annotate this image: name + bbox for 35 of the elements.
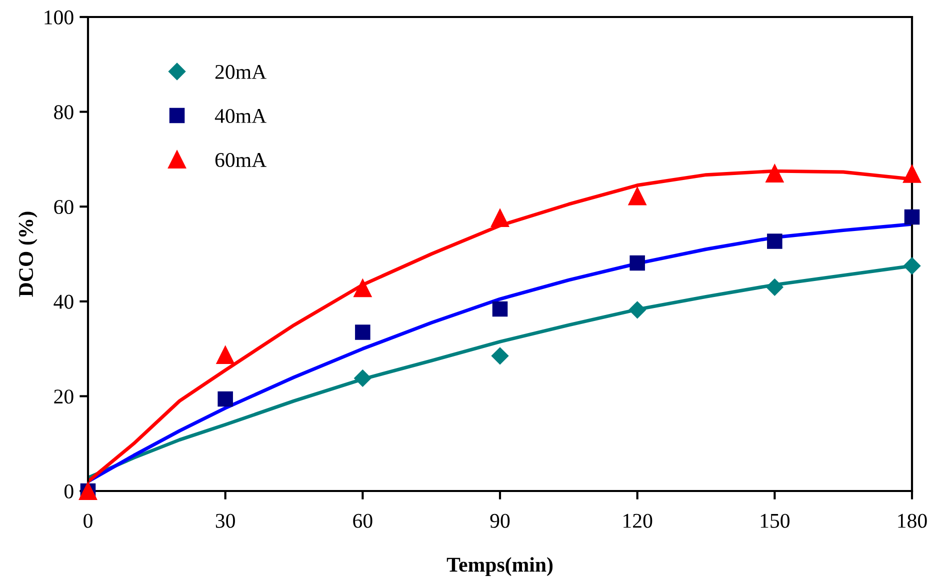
x-tick-label: 120 [624,514,652,528]
x-tick-label: 150 [760,514,790,528]
point [490,208,510,228]
point [491,347,509,364]
legend-label: 40mA [214,108,266,123]
y-tick-label: 40 [54,294,74,309]
legend-label: 60mA [215,152,266,168]
y-tick-label: 80 [54,105,74,120]
point [216,346,234,364]
point [354,279,372,298]
point [766,278,784,296]
point [355,324,370,340]
point [767,234,782,249]
x-tick-label: 90 [490,514,510,528]
y-axis-title: DCO (%) [18,212,38,297]
x-tick-label: 180 [898,514,927,528]
point [904,209,920,225]
point [628,301,646,318]
y-tick-label: 60 [54,200,74,214]
x-axis-title: Temps(min) [446,557,553,576]
point [630,255,645,271]
x-tick-label: 0 [84,514,92,528]
point [766,164,784,182]
point [903,257,921,274]
y-tick-label: 100 [44,10,74,24]
y-tick-label: 0 [64,484,74,498]
x-tick-label: 60 [353,514,372,528]
point [492,301,508,317]
x-tick-label: 30 [216,514,235,528]
point [218,391,233,407]
point [902,164,922,183]
y-tick-label: 20 [54,390,74,404]
point [628,187,646,206]
legend-label: 20mA [215,64,266,79]
point [354,370,372,387]
